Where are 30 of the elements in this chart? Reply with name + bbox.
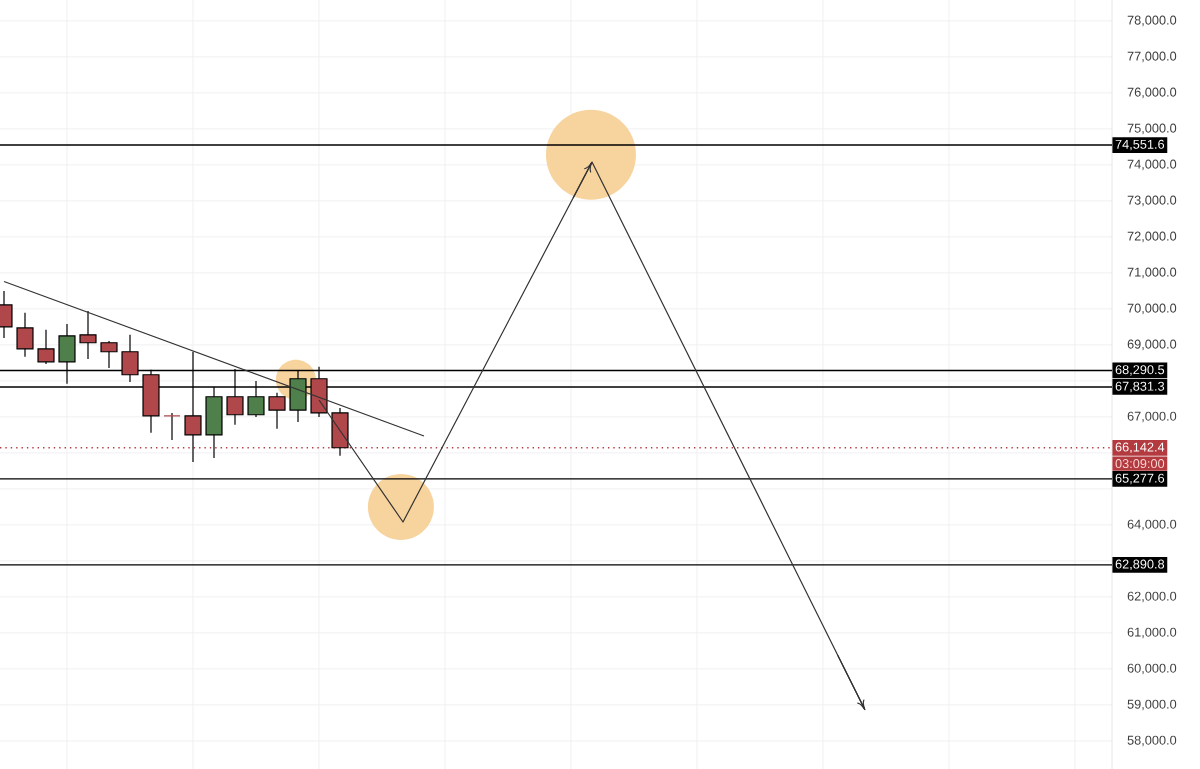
y-tick-label: 62,000.0 bbox=[1127, 591, 1177, 603]
y-tick-label: 78,000.0 bbox=[1127, 15, 1177, 27]
y-tick-label: 74,000.0 bbox=[1127, 159, 1177, 171]
y-tick-label: 71,000.0 bbox=[1127, 267, 1177, 279]
candlestick bbox=[16, 312, 34, 358]
ref-line-label: 67,831.3 bbox=[1115, 381, 1165, 393]
y-tick-label: 64,000.0 bbox=[1127, 519, 1177, 531]
y-tick-label: 61,000.0 bbox=[1127, 627, 1177, 639]
y-tick-label: 73,000.0 bbox=[1127, 195, 1177, 207]
y-tick-label: 58,000.0 bbox=[1127, 735, 1177, 747]
ref-line-label: 68,290.5 bbox=[1115, 365, 1165, 376]
text: 03:09:00 bbox=[1115, 459, 1165, 469]
candlestick bbox=[268, 392, 286, 430]
ref-line-label: 65,277.6 bbox=[1115, 473, 1165, 485]
y-tick-label: 69,000.0 bbox=[1127, 339, 1177, 351]
candlestick bbox=[37, 329, 55, 365]
ref-line-label: 62,890.8 bbox=[1115, 559, 1165, 571]
y-tick-label: 72,000.0 bbox=[1127, 231, 1177, 243]
y-tick-label: 75,000.0 bbox=[1127, 123, 1177, 135]
candlestick bbox=[100, 340, 118, 369]
ref-line-label: 74,551.6 bbox=[1115, 139, 1165, 151]
y-tick-label: 76,000.0 bbox=[1127, 87, 1177, 99]
y-tick-label: 77,000.0 bbox=[1127, 51, 1177, 63]
y-tick-label: 60,000.0 bbox=[1127, 663, 1177, 675]
candlestick bbox=[163, 412, 181, 441]
candlestick bbox=[79, 310, 97, 360]
y-tick-label: 67,000.0 bbox=[1127, 411, 1177, 423]
y-tick-label: 70,000.0 bbox=[1127, 303, 1177, 315]
y-tick-label: 59,000.0 bbox=[1127, 699, 1177, 711]
ref-line-label: 66,142.4 bbox=[1115, 442, 1165, 454]
